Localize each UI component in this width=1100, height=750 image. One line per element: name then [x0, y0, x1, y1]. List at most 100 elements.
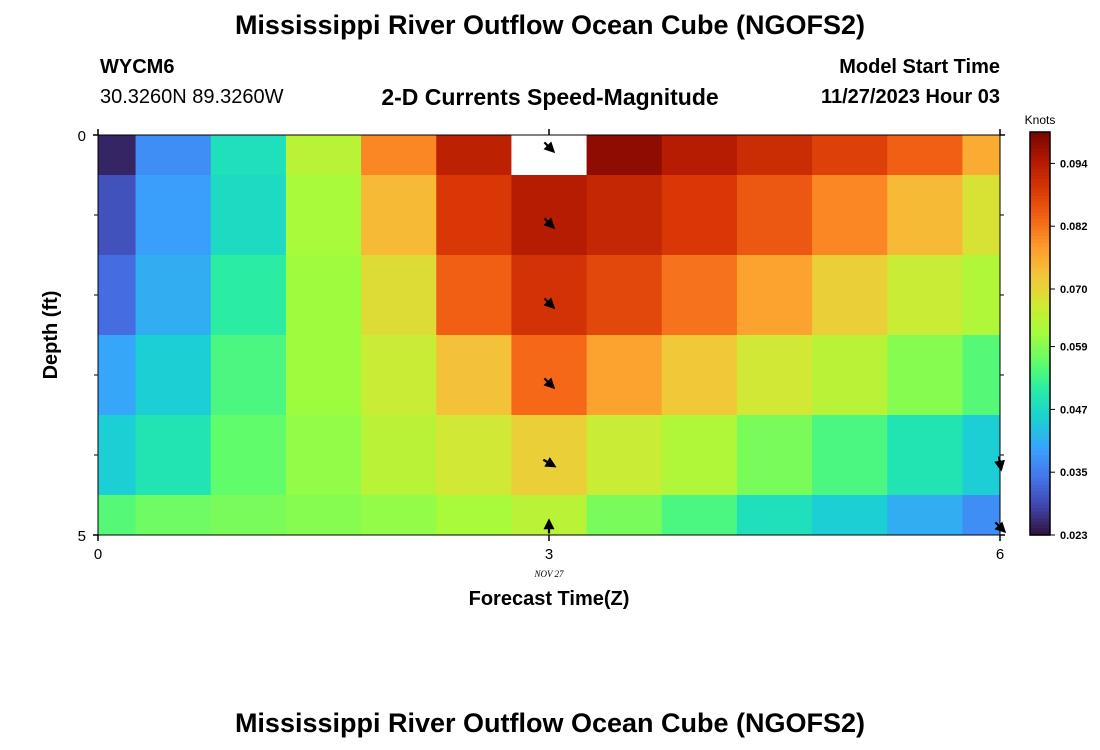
- colorbar-segment: [1030, 528, 1050, 533]
- heatmap-cell: [285, 135, 362, 176]
- heatmap-cell: [962, 135, 1001, 176]
- model-start-value: 11/27/2023 Hour 03: [820, 86, 1000, 108]
- colorbar-segment: [1030, 148, 1050, 153]
- heatmap-cell: [98, 415, 137, 496]
- heatmap-cell: [135, 415, 212, 496]
- colorbar-segment: [1030, 239, 1050, 244]
- heatmap-cell: [887, 495, 963, 536]
- colorbar-segment: [1030, 393, 1050, 398]
- colorbar-segment: [1030, 229, 1050, 234]
- heatmap-cell: [962, 495, 1001, 536]
- colorbar-segment: [1030, 370, 1050, 375]
- current-vector-arrow: [542, 457, 557, 468]
- colorbar-segment: [1030, 232, 1050, 237]
- colorbar-segment: [1030, 521, 1050, 526]
- colorbar-segment: [1030, 467, 1050, 472]
- x-tick-label: 0: [94, 546, 102, 563]
- colorbar-segment: [1030, 135, 1050, 140]
- colorbar-segment: [1030, 246, 1050, 251]
- heatmap-cell: [135, 135, 212, 176]
- colorbar-tick-label: 0.070: [1060, 284, 1088, 296]
- colorbar-segment: [1030, 377, 1050, 382]
- heatmap-cell: [210, 495, 287, 536]
- heatmap-cell: [436, 495, 512, 536]
- colorbar-segment: [1030, 256, 1050, 261]
- heatmap-cell: [210, 135, 287, 176]
- heatmap-cell: [887, 255, 963, 336]
- heatmap-cell: [436, 135, 512, 176]
- heatmap-cell: [661, 495, 738, 536]
- colorbar-segment: [1030, 132, 1050, 136]
- colorbar-segment: [1030, 155, 1050, 160]
- colorbar-tick-label: 0.047: [1060, 404, 1088, 416]
- colorbar-segment: [1030, 380, 1050, 385]
- heatmap-cell: [511, 415, 588, 496]
- current-vector-arrow: [543, 297, 556, 310]
- colorbar-segment: [1030, 424, 1050, 429]
- heatmap-cell: [962, 335, 1001, 416]
- colorbar-segment: [1030, 357, 1050, 361]
- colorbar-segment: [1030, 461, 1050, 466]
- heatmap-cell: [812, 335, 888, 416]
- colorbar-tick-label: 0.035: [1060, 467, 1088, 479]
- heatmap-cell: [98, 255, 137, 336]
- model-start-label: Model Start Time: [839, 56, 1000, 78]
- heatmap-cell: [887, 175, 963, 256]
- heatmap-cell: [586, 415, 663, 496]
- colorbar-segment: [1030, 494, 1050, 499]
- heatmap-cell: [736, 415, 813, 496]
- colorbar-segment: [1030, 185, 1050, 190]
- colorbar-segment: [1030, 474, 1050, 479]
- heatmap-cell: [98, 495, 137, 536]
- colorbar-segment: [1030, 454, 1050, 459]
- heatmap-cell: [361, 495, 437, 536]
- heatmap-cell: [661, 175, 738, 256]
- heatmap-cell: [436, 175, 512, 256]
- heatmap-cell: [812, 175, 888, 256]
- heatmap-cell: [135, 335, 212, 416]
- heatmap-cell: [361, 255, 437, 336]
- current-vector-arrow: [543, 141, 556, 154]
- colorbar-segment: [1030, 508, 1050, 513]
- colorbar-segment: [1030, 299, 1050, 304]
- colorbar-segment: [1030, 279, 1050, 284]
- colorbar-segment: [1030, 172, 1050, 177]
- colorbar: Knots 0.094 0.082 0.070 0.059 0.047 0.035 0.023: [1025, 113, 1089, 542]
- plot-title: Mississippi River Outflow Ocean Cube (NG…: [234, 10, 866, 40]
- heatmap-cell: [361, 415, 437, 496]
- colorbar-segment: [1030, 390, 1050, 395]
- heatmap-cell: [436, 255, 512, 336]
- colorbar-segment: [1030, 303, 1050, 308]
- colorbar-segment: [1030, 343, 1050, 348]
- colorbar-segment: [1030, 340, 1050, 345]
- colorbar-segment: [1030, 434, 1050, 439]
- colorbar-segment: [1030, 189, 1050, 194]
- colorbar-segment: [1030, 464, 1050, 469]
- heatmap-cell: [887, 335, 963, 416]
- heatmap-cell: [812, 135, 888, 176]
- colorbar-segment: [1030, 205, 1050, 210]
- colorbar-segment: [1030, 158, 1050, 163]
- colorbar-segment: [1030, 182, 1050, 187]
- colorbar-segment: [1030, 145, 1050, 150]
- footer-title: Mississippi River Outflow Ocean Cube (NG…: [234, 708, 866, 738]
- colorbar-segment: [1030, 477, 1050, 482]
- colorbar-segment: [1030, 350, 1050, 355]
- colorbar-segment: [1030, 179, 1050, 183]
- heatmap-cells: [98, 135, 1001, 536]
- x-tick-label: 3: [545, 546, 553, 563]
- heatmap-cell: [812, 255, 888, 336]
- heatmap-cell: [661, 335, 738, 416]
- colorbar-segment: [1030, 219, 1050, 224]
- colorbar-tick-label: 0.082: [1060, 221, 1088, 233]
- y-axis-label: Depth (ft): [40, 291, 62, 380]
- x-date-label: NOV 27: [533, 569, 564, 579]
- colorbar-segment: [1030, 531, 1050, 536]
- heatmap-cell: [210, 415, 287, 496]
- colorbar-segment: [1030, 524, 1050, 529]
- heatmap-cell: [736, 495, 813, 536]
- heatmap-cell: [285, 495, 362, 536]
- heatmap-cell: [962, 175, 1001, 256]
